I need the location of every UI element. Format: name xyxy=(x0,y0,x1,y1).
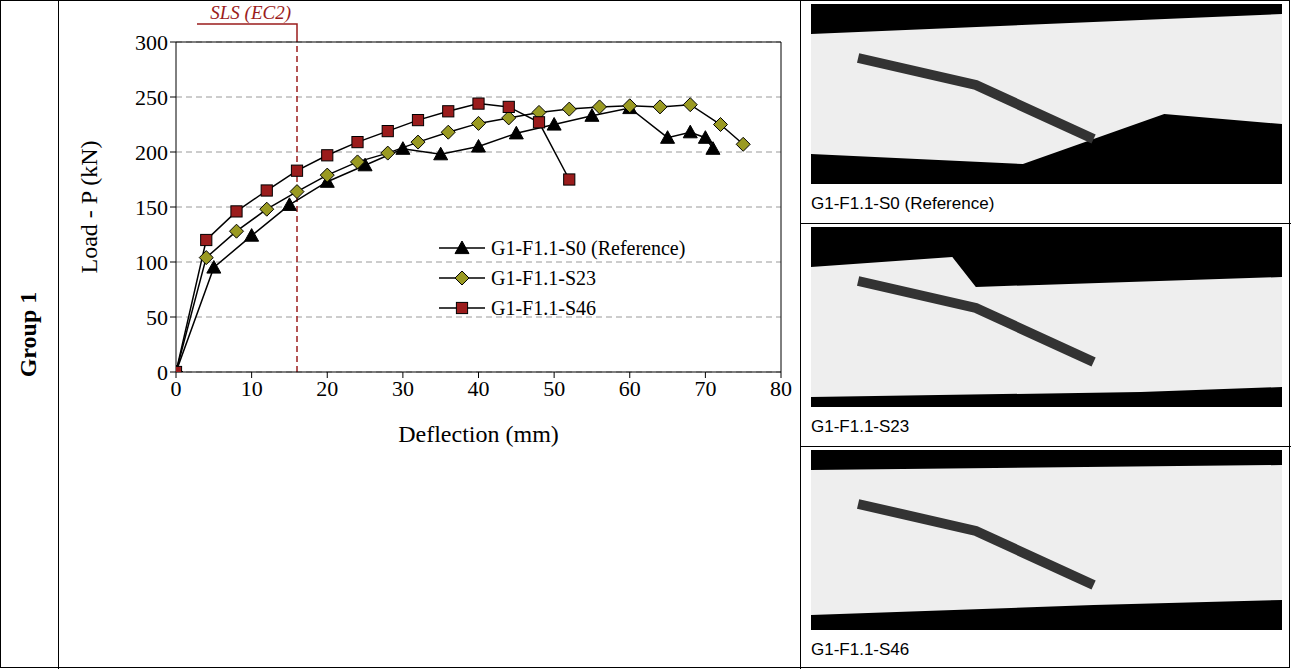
svg-text:30: 30 xyxy=(392,376,414,401)
html-text:G1-F1.1-S0 (Reference): G1-F1.1-S0 (Reference) xyxy=(811,194,995,213)
svg-text:Load - P (kN): Load - P (kN) xyxy=(76,140,102,273)
html-text:Group 1: Group 1 xyxy=(15,291,42,378)
html-text:G1-F1.1-S46: G1-F1.1-S46 xyxy=(491,296,596,319)
svg-text:100: 100 xyxy=(135,250,168,275)
svg-text:40: 40 xyxy=(468,376,490,401)
html-text:G1-F1.1-S23: G1-F1.1-S23 xyxy=(491,266,596,289)
html-text:G1-F1.1-S46: G1-F1.1-S46 xyxy=(811,640,910,659)
svg-text:250: 250 xyxy=(135,85,168,110)
svg-text:150: 150 xyxy=(135,195,168,220)
svg-text:0: 0 xyxy=(171,376,182,401)
html-text:G1-F1.1-S23: G1-F1.1-S23 xyxy=(811,417,910,436)
svg-text:0: 0 xyxy=(157,360,168,385)
svg-text:10: 10 xyxy=(241,376,263,401)
svg-text:20: 20 xyxy=(316,376,338,401)
svg-text:SLS (EC2): SLS (EC2) xyxy=(210,2,291,24)
svg-text:Deflection (mm): Deflection (mm) xyxy=(398,421,559,447)
html-text:G1-F1.1-S0 (Reference): G1-F1.1-S0 (Reference) xyxy=(491,236,686,259)
svg-text:200: 200 xyxy=(135,140,168,165)
svg-text:80: 80 xyxy=(770,376,792,401)
svg-text:50: 50 xyxy=(146,305,168,330)
svg-text:70: 70 xyxy=(694,376,716,401)
svg-text:50: 50 xyxy=(543,376,565,401)
svg-text:300: 300 xyxy=(135,30,168,55)
svg-text:60: 60 xyxy=(619,376,641,401)
